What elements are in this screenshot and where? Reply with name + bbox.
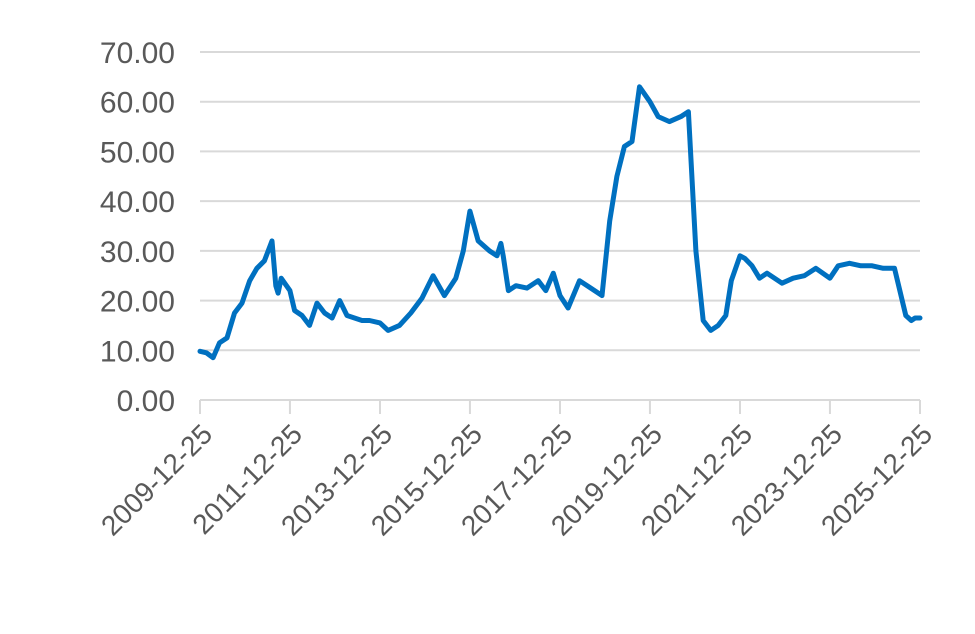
gridlines bbox=[200, 51, 920, 352]
y-tick-label: 70.00 bbox=[100, 37, 175, 70]
y-tick-label: 10.00 bbox=[100, 335, 175, 368]
y-tick-label: 50.00 bbox=[100, 136, 175, 169]
x-axis-tick-labels: 2009-12-252011-12-252013-12-252015-12-25… bbox=[95, 418, 938, 541]
y-tick-label: 40.00 bbox=[100, 186, 175, 219]
y-axis-tick-labels: 0.00 10.00 20.00 30.00 40.00 50.00 60.00 70.00 bbox=[100, 37, 175, 418]
x-axis bbox=[199, 399, 921, 414]
y-tick-label: 0.00 bbox=[117, 385, 175, 418]
y-tick-label: 30.00 bbox=[100, 236, 175, 269]
y-tick-label: 20.00 bbox=[100, 286, 175, 319]
series-line bbox=[197, 84, 923, 361]
series-layer bbox=[197, 84, 923, 361]
y-tick-label: 60.00 bbox=[100, 87, 175, 120]
